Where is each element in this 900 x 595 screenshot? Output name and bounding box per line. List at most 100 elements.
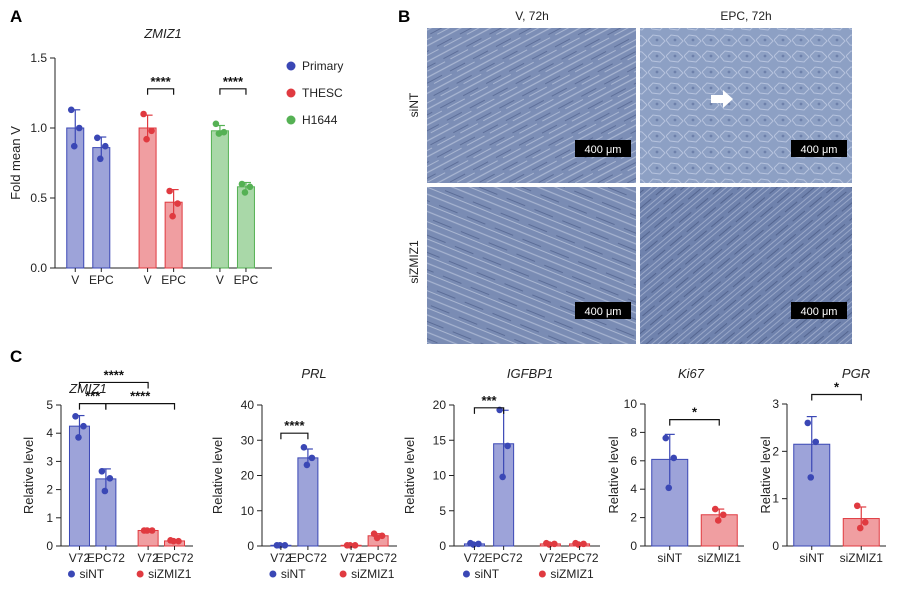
y-axis-label: Relative level [210,437,225,514]
scale-bar-label: 400 μm [585,144,622,156]
scale-bar-box [791,302,847,319]
x-tick-label: EPC72 [289,551,327,565]
y-tick-label: 40 [241,398,255,412]
y-tick-label: 2 [772,444,779,458]
y-tick-label: 4 [46,426,53,440]
data-point [475,540,482,548]
panel-label-b: B [398,7,410,26]
data-point [80,422,87,430]
data-point [303,461,311,469]
data-point [378,532,386,540]
data-point [504,442,511,450]
y-axis-label: Relative level [606,436,621,513]
legend-label: siNT [281,567,306,581]
y-tick-label: 0.0 [30,261,47,275]
y-tick-label: 8 [630,425,637,439]
scale-bar-label: 400 μm [801,306,838,318]
legend-marker [462,570,470,578]
data-point [96,155,104,163]
chart-title: PRL [301,366,326,381]
y-axis-label: Relative level [21,437,36,514]
data-point [276,541,284,549]
data-point [861,519,869,526]
x-tick-label: V72 [464,551,486,565]
panel-label-a: A [10,7,22,26]
significance-label: * [692,405,698,420]
data-point [101,487,109,495]
data-point [670,454,678,462]
significance-bracket [280,432,309,440]
chart-a-zmiz1: ZMIZ1 0.0 0.5 1.0 1.5 Fold mean V V EPC V EPC V EPC… [8,26,343,287]
x-tick-label: siZMIZ1 [840,551,884,565]
x-tick-label: EPC72 [561,551,599,565]
x-tick-label: V72 [340,551,362,565]
x-tick-label: EPC [161,273,186,287]
data-point [714,517,722,524]
data-point [72,412,79,420]
col-header-epc72: EPC, 72h [720,9,771,23]
y-tick-label: 1.0 [30,121,47,135]
y-tick-label: 0 [630,539,637,553]
data-point [662,434,670,442]
data-point [812,438,820,446]
y-tick-label: 10 [433,469,447,483]
y-tick-label: 10 [241,504,255,518]
data-point [140,110,147,118]
data-point [215,130,223,137]
significance-label: **** [284,418,305,433]
data-point [174,200,181,207]
legend-label: Primary [302,59,343,73]
x-tick-label: V72 [137,551,159,565]
legend-label: siNT [474,567,499,581]
legend-marker [286,88,296,98]
y-tick-label: 5 [439,504,446,518]
x-tick-label: siNT [799,551,824,565]
x-tick-label: V72 [540,551,562,565]
x-tick-label: EPC72 [359,551,397,565]
data-point [246,183,254,191]
legend-marker [67,570,75,578]
x-tick-label: EPC72 [87,551,125,565]
data-point [804,419,812,427]
data-point [499,473,506,481]
data-point [711,505,719,513]
y-tick-label: 4 [630,482,637,496]
chart-title: ZMIZ1 [143,26,182,41]
data-point [580,540,587,548]
data-point [98,467,106,475]
chart-title: Ki67 [678,366,705,381]
data-point [143,527,151,534]
legend-marker [339,570,347,578]
micrograph-sizmiz1-v72 [427,187,636,344]
data-point [470,541,477,548]
legend-marker [286,61,296,71]
chart-title: IGFBP1 [507,366,553,381]
legend-marker [136,570,144,578]
significance-label: *** [481,393,497,408]
bar [92,147,111,269]
data-point [148,127,155,135]
data-point [853,502,861,510]
bar [236,186,255,269]
data-point [148,527,156,534]
y-axis-label: Fold mean V [8,126,23,200]
data-point [300,444,308,451]
data-point [241,189,249,196]
y-tick-label: 0.5 [30,191,47,205]
data-point [220,128,228,136]
data-point [70,142,78,150]
y-tick-label: 30 [241,433,255,447]
significance-bracket [219,88,247,95]
data-point [856,524,864,532]
data-point [308,454,316,462]
significance-label: * [834,380,840,395]
y-tick-label: 15 [433,433,447,447]
panel-label-c: C [10,347,22,366]
legend-label: siZMIZ1 [550,567,594,581]
significance-bracket [105,402,176,410]
chart-c-ki67: Ki67 0 2 4 6 8 10 Relative level siNT siZMIZ1 * [606,366,744,565]
y-tick-label: 0 [439,539,446,553]
y-tick-label: 3 [46,454,53,468]
y-tick-label: 6 [630,454,637,468]
